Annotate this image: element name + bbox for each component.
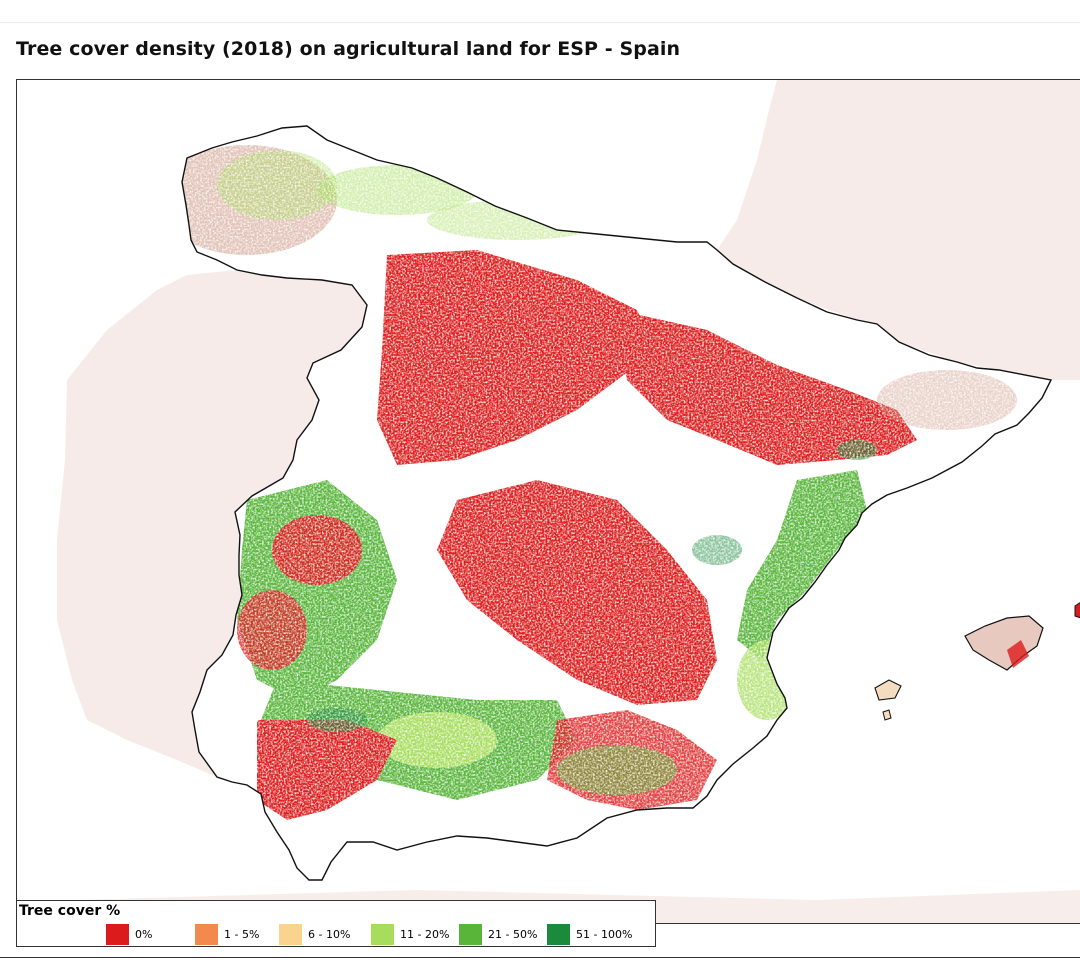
legend-label: 6 - 10%: [308, 928, 351, 941]
balearic-islands: [874, 602, 1080, 721]
legend-swatch: [547, 924, 570, 945]
map-legend: Tree cover % 0% 1 - 5% 6 - 10% 11 - 20% …: [16, 900, 656, 947]
legend-title: Tree cover %: [19, 903, 121, 919]
legend-label: 51 - 100%: [576, 928, 633, 941]
map-frame[interactable]: [16, 79, 1080, 924]
legend-swatch: [106, 924, 129, 945]
map-title: Tree cover density (2018) on agricultura…: [16, 38, 681, 60]
spain-map: [57, 80, 1080, 923]
legend-label: 1 - 5%: [224, 928, 260, 941]
legend-swatch: [279, 924, 302, 945]
top-divider: [0, 22, 1080, 23]
legend-swatch: [459, 924, 482, 945]
legend-swatch: [195, 924, 218, 945]
legend-swatch: [371, 924, 394, 945]
neighboring-land: [57, 80, 1080, 923]
legend-label: 11 - 20%: [400, 928, 450, 941]
bottom-divider: [0, 957, 1080, 958]
legend-label: 0%: [135, 928, 153, 941]
legend-label: 21 - 50%: [488, 928, 538, 941]
